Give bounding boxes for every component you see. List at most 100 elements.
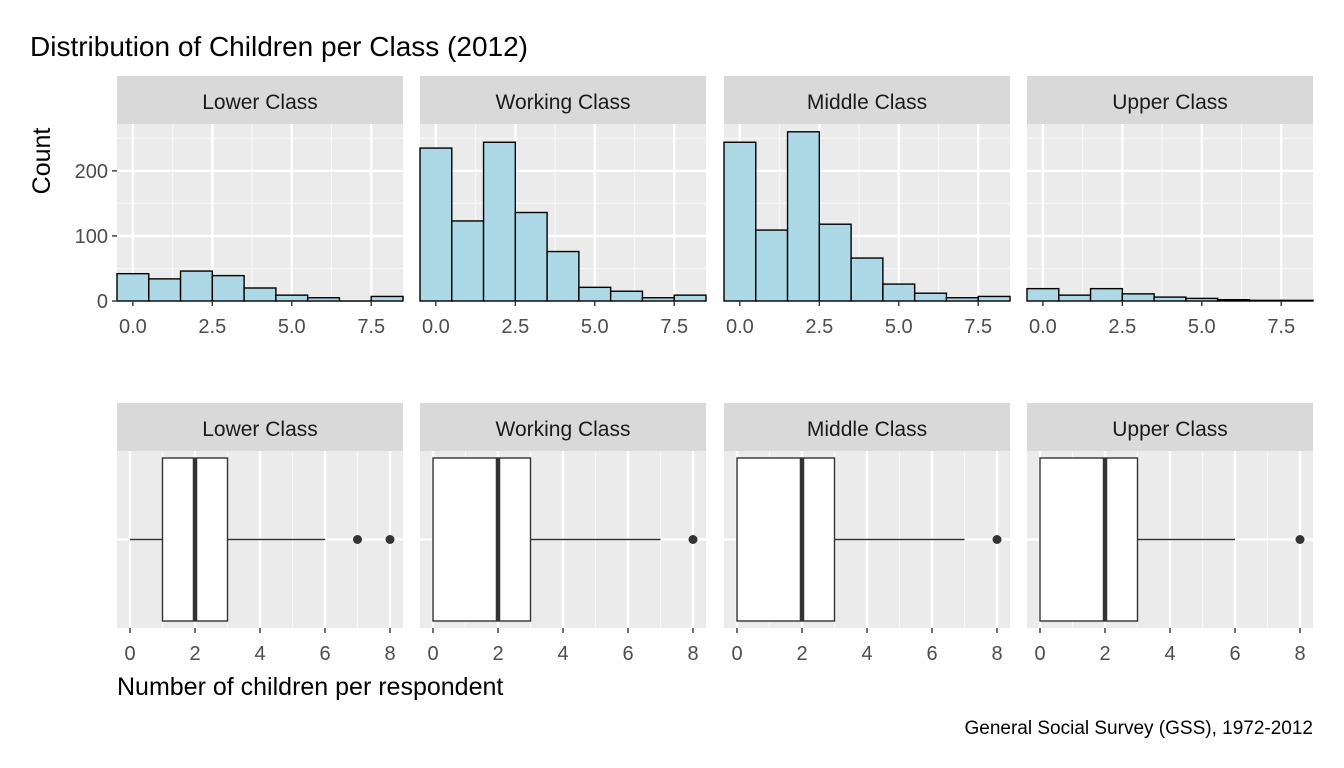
histogram-bar [179,270,214,302]
histogram-bar [673,294,707,302]
histogram-panel: Working Class 0.0 2.5 5.0 7.5 [419,76,707,338]
boxplot-strip-label: Middle Class [807,418,927,441]
histogram-x-tick-label: 2.5 [1108,316,1136,338]
histogram-bar [755,229,789,302]
chart-caption: General Social Survey (GSS), 1972-2012 [964,718,1313,739]
histogram-bar [578,286,612,302]
boxplot-outlier [992,535,1002,544]
histogram-bar [818,223,852,302]
boxplot-x-tick-label: 6 [926,643,937,665]
histogram-x-tick-label: 7.5 [1267,316,1295,338]
histogram-bar [977,295,1011,302]
histogram-x-tick-label: 7.5 [964,316,992,338]
histogram-bar [1089,287,1124,302]
histogram-x-tick-label: 5.0 [885,316,913,338]
histogram-bar [211,274,245,302]
boxplot-x-tick-label: 2 [492,643,503,665]
histogram-strip-label: Working Class [496,91,631,114]
boxplot-x-tick-label: 0 [427,643,438,665]
histogram-strip [724,76,1010,124]
histogram-strip [1027,76,1313,124]
boxplot-box [1039,457,1139,622]
histogram-bar [723,141,757,302]
histogram-y-tick-label: 0 [97,291,108,313]
boxplot-x-tick-label: 2 [189,643,200,665]
histogram-bar [514,211,548,302]
histogram-y-tick-label: 100 [75,226,108,248]
histogram-bar [609,290,644,302]
boxplot-x-tick-label: 4 [861,643,872,665]
histogram-panel: Middle Class 0.0 2.5 5.0 7.5 [723,76,1011,338]
boxplot-strip [724,403,1010,451]
boxplot-panel: Upper Class 0 2 4 6 8 [1027,403,1313,665]
histogram-bar [116,272,150,302]
histogram-bar [148,278,182,302]
boxplot-outlier [688,535,698,544]
histogram-x-tick-label: 5.0 [581,316,609,338]
histogram-x-tick-label: 0.0 [422,316,450,338]
histogram-plot-background [1027,124,1313,301]
histogram-bar [882,283,916,302]
histogram-bar [306,297,341,302]
histogram-panel: Lower Class 0.0 2.5 5.0 7.5 0 100 200 [75,76,404,338]
histogram-bar [1026,287,1060,302]
histogram-bar [419,147,453,302]
boxplot-x-tick-label: 4 [254,643,265,665]
boxplot-x-tick-label: 4 [1164,643,1175,665]
boxplot-box [432,457,532,622]
boxplot-strip-label: Upper Class [1112,418,1228,441]
histogram-bar [546,250,580,302]
histogram-bar [1153,296,1187,302]
boxplot-x-tick-label: 2 [1099,643,1110,665]
boxplot-strip [117,403,403,451]
histogram-panel: Upper Class 0.0 2.5 5.0 7.5 [1026,76,1314,338]
boxplot-x-tick-label: 8 [991,643,1002,665]
histogram-bar [1121,293,1155,302]
boxplot-x-tick-label: 0 [731,643,742,665]
histogram-x-tick-label: 2.5 [805,316,833,338]
histogram-x-tick-label: 2.5 [501,316,529,338]
boxplot-strip [420,403,706,451]
boxplot-x-tick-label: 8 [687,643,698,665]
boxplot-outlier [385,535,395,544]
histogram-bar [275,294,309,302]
histogram-x-tick-label: 5.0 [278,316,306,338]
boxplot-outlier [1295,535,1305,544]
histogram-bar [1216,298,1251,302]
histogram-strip [420,76,706,124]
boxplot-outlier [353,535,362,544]
boxplot-x-tick-label: 0 [1034,643,1045,665]
boxplot-x-tick-label: 4 [557,643,568,665]
boxplot-x-axis-title: Number of children per respondent [117,673,503,701]
histogram-x-tick-label: 2.5 [198,316,226,338]
histogram-strip [117,76,403,124]
histogram-x-tick-label: 0.0 [1029,316,1057,338]
histogram-plot-background [117,124,403,301]
histogram-bar [482,141,517,302]
histogram-strip-label: Middle Class [807,91,927,114]
boxplot-panel: Working Class 0 2 4 6 8 [420,403,706,665]
histogram-y-tick-label: 200 [75,161,108,183]
histogram-bar [370,295,404,302]
boxplot-x-tick-label: 6 [622,643,633,665]
histogram-bar [945,297,979,302]
boxplot-x-tick-label: 0 [124,643,135,665]
histogram-bar [913,292,948,302]
histogram-y-axis-title: Count [28,128,56,195]
histogram-strip-label: Upper Class [1112,91,1228,114]
histogram-strip-label: Lower Class [202,91,318,114]
histogram-bar [451,220,485,302]
boxplot-box [736,457,836,622]
histogram-x-tick-label: 0.0 [726,316,754,338]
boxplot-panel: Lower Class 0 2 4 6 8 [117,403,403,665]
histogram-bar [641,297,675,302]
histogram-x-tick-label: 0.0 [119,316,147,338]
boxplot-strip-label: Lower Class [202,418,318,441]
histogram-bar [850,257,884,302]
boxplot-x-tick-label: 6 [1229,643,1240,665]
histogram-x-tick-label: 7.5 [357,316,385,338]
boxplot-x-tick-label: 8 [384,643,395,665]
histogram-bar [1280,299,1314,302]
